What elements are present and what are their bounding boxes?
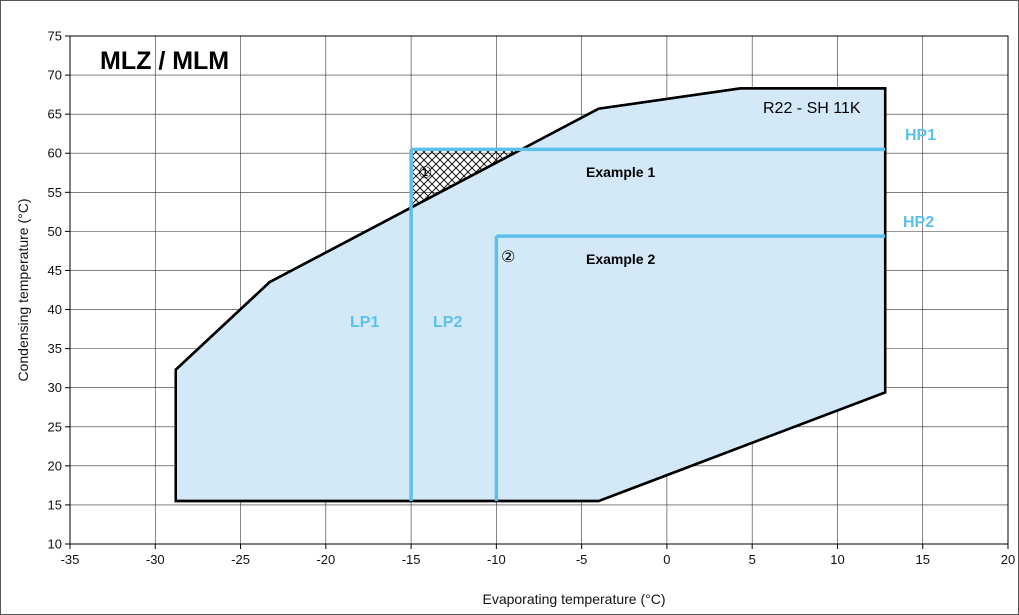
y-tick-label: 50 <box>48 224 62 239</box>
chart-title: MLZ / MLM <box>100 47 229 75</box>
y-tick-label: 45 <box>48 263 62 278</box>
x-tick-label: 0 <box>663 552 670 567</box>
x-tick-label: 20 <box>1001 552 1015 567</box>
x-tick-label: 10 <box>830 552 844 567</box>
x-tick-label: -5 <box>576 552 588 567</box>
x-tick-label: -35 <box>61 552 80 567</box>
y-tick-label: 75 <box>48 29 62 44</box>
y-tick-label: 10 <box>48 537 62 552</box>
y-tick-label: 55 <box>48 185 62 200</box>
envelope-layer <box>174 87 887 503</box>
x-axis-title: Evaporating temperature (°C) <box>482 591 665 607</box>
marker-1: ① <box>418 163 432 182</box>
lp1-label: LP1 <box>350 314 379 331</box>
x-tick-label: 5 <box>749 552 756 567</box>
example-2-label: Example 2 <box>586 251 655 267</box>
x-tick-label: 15 <box>915 552 929 567</box>
y-tick-label: 25 <box>48 419 62 434</box>
y-tick-label: 35 <box>48 341 62 356</box>
y-tick-label: 70 <box>48 68 62 83</box>
example-1-label: Example 1 <box>586 164 655 180</box>
x-tick-label: -20 <box>316 552 335 567</box>
marker-2: ② <box>501 247 515 266</box>
x-tick-labels: -35 -30 -25 -20 -15 -10 -5 0 5 10 15 20 <box>61 544 1015 567</box>
plot-border <box>69 35 1009 545</box>
x-tick-label: -25 <box>231 552 250 567</box>
lp2-label: LP2 <box>433 314 462 331</box>
hp2-label: HP2 <box>903 214 934 231</box>
y-axis-title: Condensing temperature (°C) <box>15 198 31 381</box>
envelope-outline <box>174 87 887 503</box>
y-tick-label: 60 <box>48 146 62 161</box>
y-tick-label: 15 <box>48 497 62 512</box>
x-tick-label: -30 <box>146 552 165 567</box>
hp1-label: HP1 <box>905 127 936 144</box>
y-tick-labels: 10 15 20 25 30 35 40 45 50 55 60 65 70 75 <box>48 29 70 552</box>
x-tick-label: -15 <box>402 552 421 567</box>
y-tick-label: 65 <box>48 107 62 122</box>
y-tick-label: 40 <box>48 302 62 317</box>
y-tick-label: 20 <box>48 458 62 473</box>
limit-lines-layer <box>409 147 886 502</box>
envelope-series-label: R22 - SH 11K <box>763 100 861 117</box>
x-tick-label: -10 <box>487 552 506 567</box>
y-tick-label: 30 <box>48 380 62 395</box>
